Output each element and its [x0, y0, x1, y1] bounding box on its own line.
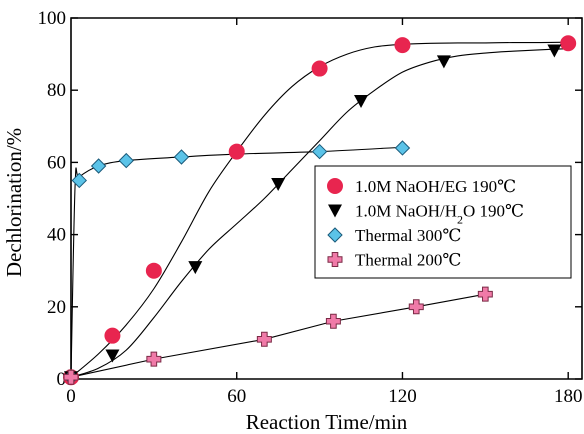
legend-marker-0 — [327, 178, 343, 194]
legend-label-0: 1.0M NaOH/EG 190℃ — [355, 177, 516, 196]
legend: 1.0M NaOH/EG 190℃1.0M NaOH/H2O 190℃Therm… — [314, 165, 572, 279]
x-tick-label: 60 — [227, 386, 246, 407]
x-tick-label: 0 — [66, 386, 76, 407]
data-point-1 — [105, 349, 120, 363]
legend-box — [314, 165, 572, 279]
data-point-1 — [354, 95, 369, 109]
y-axis-title: Dechlorination/% — [2, 128, 26, 277]
series-markers — [63, 35, 577, 386]
axes: 0 60 120 180 0 20 40 60 80 100 — [38, 8, 583, 407]
legend-label-2: Thermal 300℃ — [355, 226, 461, 245]
y-tick-label: 100 — [38, 8, 67, 29]
legend-marker-1 — [328, 204, 342, 218]
x-tick-label: 180 — [554, 386, 583, 407]
x-tick-label: 120 — [388, 386, 417, 407]
data-point-2 — [71, 172, 87, 189]
legend-label-3: Thermal 200℃ — [355, 251, 461, 270]
data-point-0 — [228, 143, 245, 160]
series-line-1 — [70, 48, 569, 378]
legend-marker-2 — [327, 227, 343, 243]
data-point-0 — [145, 262, 162, 279]
y-tick-label: 0 — [57, 369, 67, 390]
legend-marker-3 — [327, 252, 343, 267]
data-point-2 — [173, 149, 190, 165]
y-tick-label: 20 — [47, 297, 66, 318]
data-point-3 — [63, 369, 79, 385]
series-line-3 — [70, 293, 486, 378]
data-point-2 — [90, 158, 107, 174]
y-tick-label: 80 — [47, 80, 66, 101]
y-tick-label: 40 — [47, 225, 66, 246]
data-point-0 — [560, 35, 577, 52]
data-point-1 — [271, 178, 286, 192]
data-point-2 — [118, 152, 134, 169]
data-point-3 — [477, 286, 493, 302]
data-point-3 — [146, 351, 162, 367]
data-point-3 — [256, 331, 272, 347]
y-tick-label: 60 — [47, 152, 66, 173]
legend-label-1: 1.0M NaOH/H2O 190℃ — [355, 202, 524, 227]
x-axis-title: Reaction Time/min — [246, 410, 408, 434]
data-point-3 — [408, 299, 424, 315]
data-point-1 — [547, 44, 562, 58]
data-point-2 — [311, 143, 328, 160]
data-point-0 — [394, 37, 411, 54]
data-point-0 — [311, 60, 328, 77]
data-point-1 — [188, 261, 203, 275]
data-point-3 — [325, 313, 341, 329]
data-point-2 — [394, 140, 411, 156]
data-point-0 — [104, 327, 121, 344]
data-point-1 — [436, 55, 451, 69]
